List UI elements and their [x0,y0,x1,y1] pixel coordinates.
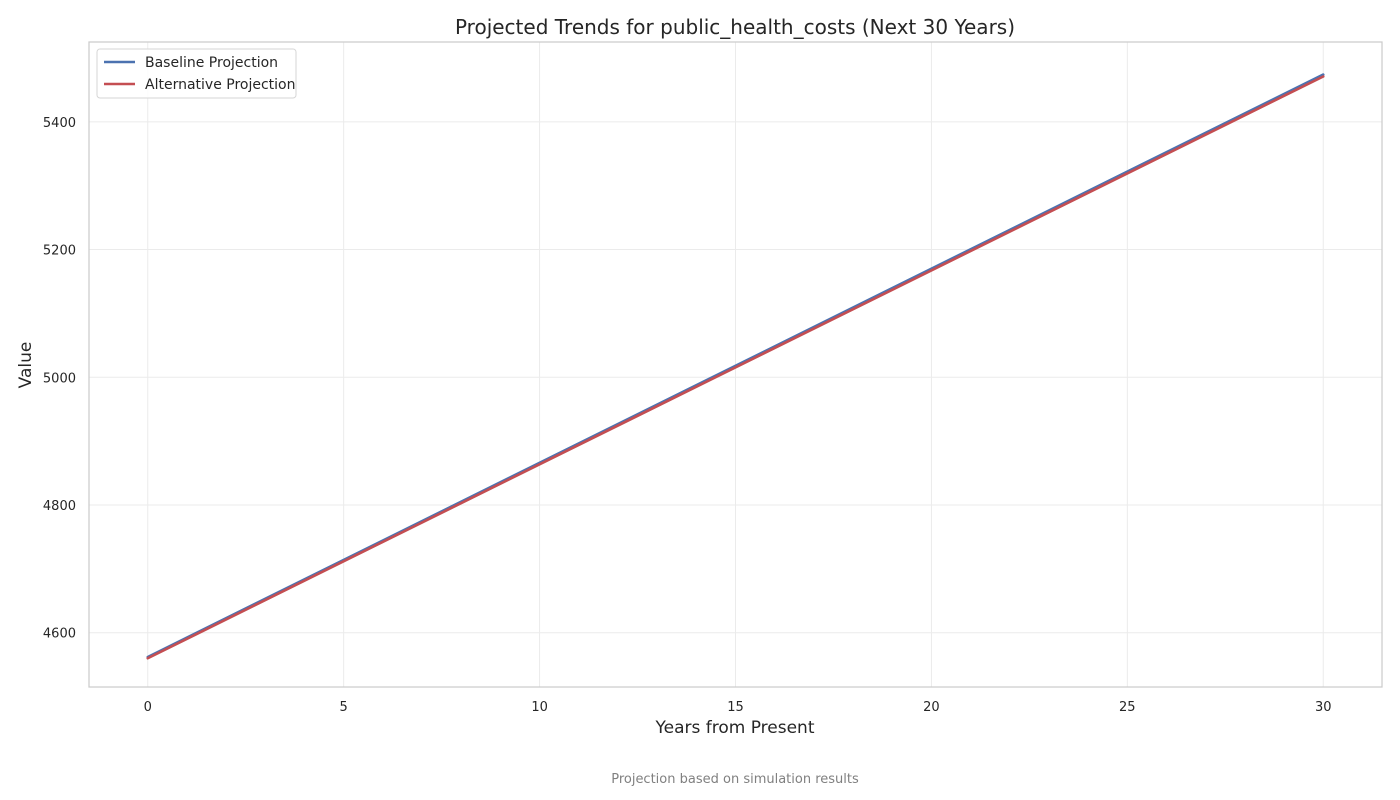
chart-title: Projected Trends for public_health_costs… [455,15,1015,39]
caption: Projection based on simulation results [611,772,859,787]
x-axis-ticks: 0 5 10 15 20 25 30 [144,700,1332,715]
legend-box [96,48,297,99]
legend-label-2: Alternative Projection [145,77,296,93]
legend: Baseline Projection Alternative Projectio… [96,48,297,99]
y-tick-label: 5200 [43,244,76,259]
x-tick-label: 25 [1119,700,1136,715]
series-line-2 [146,75,1325,660]
x-tick-label: 20 [923,700,940,715]
grid [89,42,1382,687]
x-tick-label: 0 [144,700,152,715]
x-tick-label: 5 [340,700,348,715]
y-tick-label: 5400 [43,116,76,131]
y-tick-label: 4800 [43,499,76,514]
y-tick-label: 4600 [43,627,76,642]
x-tick-label: 10 [531,700,548,715]
y-tick-label: 5000 [43,371,76,386]
plot-frame [88,41,1383,688]
x-tick-label: 15 [727,700,744,715]
x-axis-label: Years from Present [654,718,814,738]
legend-label-1: Baseline Projection [145,55,278,71]
x-tick-label: 30 [1315,700,1332,715]
series-lines [146,73,1325,660]
y-axis-ticks: 4600 4800 5000 5200 5400 [43,116,76,642]
y-axis-label: Value [16,342,36,389]
